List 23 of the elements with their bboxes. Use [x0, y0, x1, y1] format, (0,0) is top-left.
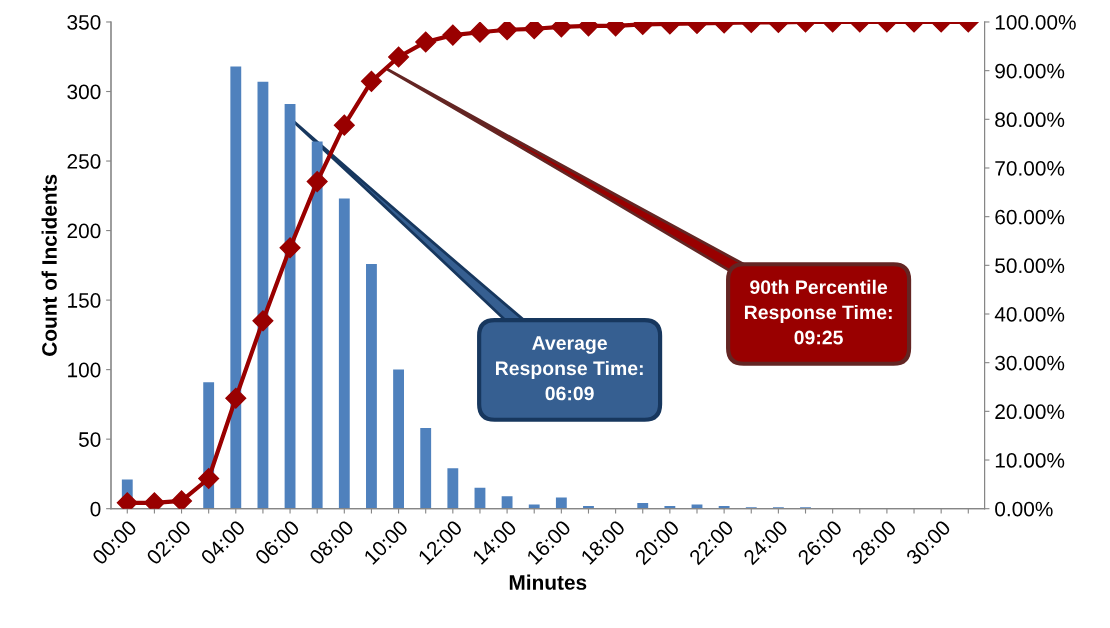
- y2-tick-label: 20.00%: [995, 404, 1065, 420]
- y-tick-label: 50: [78, 432, 101, 447]
- y2-tick-label: 70.00%: [995, 160, 1065, 176]
- y2-tick-label: 90.00%: [995, 63, 1065, 79]
- y2-tick-label: 40.00%: [994, 307, 1065, 322]
- y-tick-label: 300: [67, 84, 101, 100]
- y2-tick-label: 80.00%: [995, 112, 1065, 128]
- y2-tick-label: 10.00%: [995, 453, 1065, 468]
- y2-tick-label: 50.00%: [995, 258, 1065, 274]
- x-axis-title: Minutes: [509, 574, 587, 590]
- y2-tick-label: 100.00%: [995, 14, 1076, 30]
- annotation: 90th Percentile Response Time: 09:25: [744, 279, 892, 345]
- y-tick-label: 250: [67, 154, 101, 169]
- y-tick-label: 200: [67, 223, 101, 239]
- y-axis-title: Count of Incidents: [41, 174, 57, 356]
- y-tick-label: 150: [68, 293, 101, 308]
- y-tick-label: 100: [68, 362, 101, 378]
- y2-tick-label: 0.00%: [995, 501, 1053, 517]
- y-tick-label: 350: [67, 14, 101, 30]
- y2-tick-label: 60.00%: [995, 209, 1065, 225]
- y-tick-label: 0: [90, 501, 101, 517]
- annotation: Average Response Time: 06:09: [496, 336, 643, 401]
- y2-tick-label: 30.00%: [995, 355, 1065, 371]
